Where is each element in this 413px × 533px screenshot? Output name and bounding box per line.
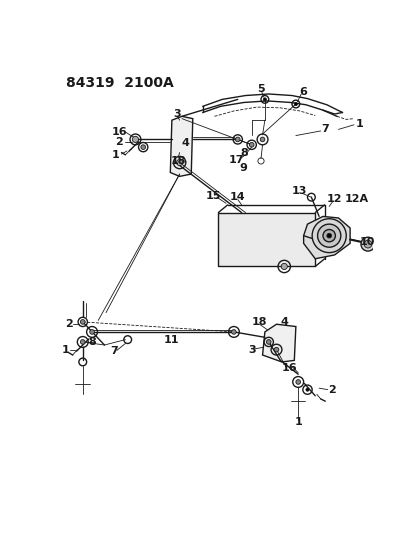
Circle shape — [140, 145, 145, 149]
Text: 12A: 12A — [344, 193, 368, 204]
Circle shape — [176, 159, 182, 166]
Circle shape — [360, 237, 374, 251]
Text: 18: 18 — [251, 317, 266, 327]
Text: 12: 12 — [326, 193, 342, 204]
Circle shape — [80, 320, 85, 324]
Circle shape — [90, 329, 94, 334]
Circle shape — [326, 233, 331, 238]
Circle shape — [273, 348, 278, 352]
Text: 16: 16 — [112, 127, 128, 137]
Text: 6: 6 — [299, 87, 307, 96]
Circle shape — [80, 340, 85, 344]
Text: 15: 15 — [205, 191, 220, 200]
Circle shape — [235, 137, 240, 142]
Text: 1: 1 — [294, 417, 301, 427]
Text: 2: 2 — [115, 137, 123, 147]
Text: 10: 10 — [358, 237, 374, 247]
Text: 2: 2 — [328, 385, 335, 394]
Text: 4: 4 — [280, 317, 287, 327]
Text: 18: 18 — [170, 156, 185, 166]
Circle shape — [295, 379, 300, 384]
Text: 4: 4 — [180, 138, 188, 148]
Text: 3: 3 — [173, 109, 180, 119]
Text: 11: 11 — [164, 335, 179, 345]
Text: 16: 16 — [281, 363, 297, 373]
Bar — [218, 213, 314, 266]
Text: 7: 7 — [109, 346, 117, 356]
Circle shape — [305, 388, 308, 391]
Text: 8: 8 — [240, 148, 247, 158]
Text: 3: 3 — [247, 345, 255, 354]
Text: 9: 9 — [239, 163, 247, 173]
Text: 84319  2100A: 84319 2100A — [66, 76, 173, 90]
Text: 1: 1 — [111, 150, 119, 160]
Polygon shape — [303, 216, 349, 259]
Circle shape — [132, 136, 138, 142]
Circle shape — [263, 98, 266, 101]
Text: 1: 1 — [355, 119, 363, 129]
Polygon shape — [170, 116, 192, 176]
Circle shape — [249, 142, 254, 147]
Circle shape — [311, 219, 345, 253]
Text: 2: 2 — [65, 319, 73, 329]
Text: 8: 8 — [88, 337, 96, 347]
Text: 1: 1 — [62, 345, 69, 354]
Text: 13: 13 — [291, 186, 307, 196]
Text: 17: 17 — [228, 155, 243, 165]
Polygon shape — [262, 324, 295, 362]
Circle shape — [231, 329, 236, 334]
Circle shape — [363, 240, 371, 248]
Text: 14: 14 — [229, 192, 245, 202]
Circle shape — [260, 137, 264, 142]
Text: 7: 7 — [320, 124, 328, 134]
Circle shape — [322, 230, 335, 242]
Circle shape — [294, 102, 297, 106]
Text: 5: 5 — [256, 84, 264, 94]
Circle shape — [317, 224, 340, 247]
Circle shape — [280, 263, 287, 270]
Circle shape — [266, 340, 271, 344]
